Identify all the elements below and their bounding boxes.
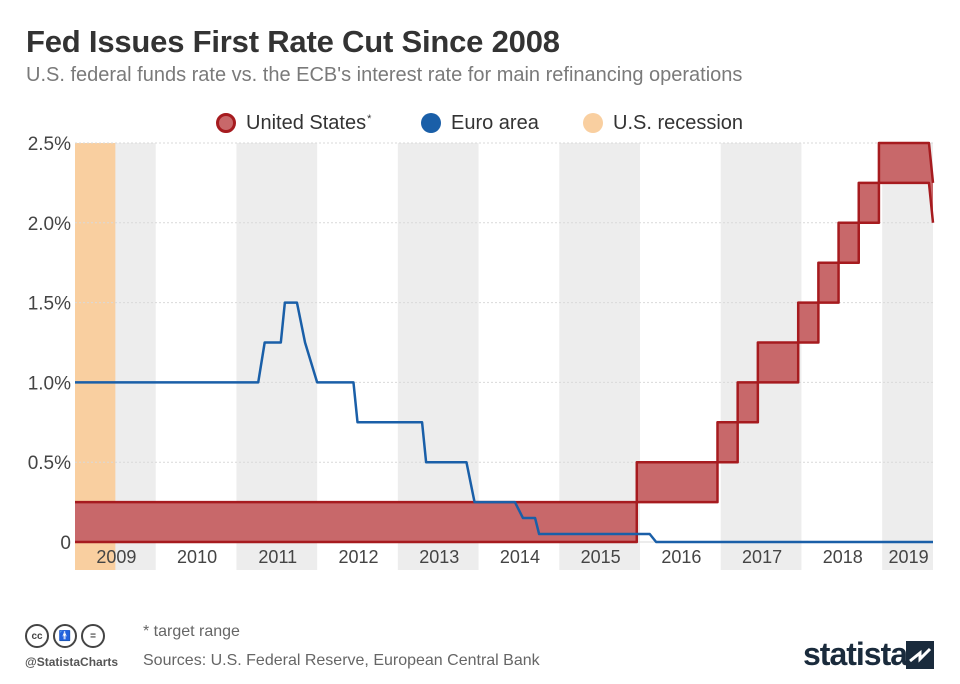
x-tick-label: 2009 <box>96 547 136 567</box>
euro-area-line <box>75 301 933 544</box>
x-tick-label: 2015 <box>581 547 621 567</box>
x-tick-label: 2019 <box>889 547 929 567</box>
legend: United States * Euro area U.S. recession <box>0 109 960 137</box>
statista-handle: @StatistaCharts <box>25 655 119 669</box>
legend-item-euro-area: Euro area <box>421 109 539 137</box>
legend-asterisk: * <box>367 113 372 125</box>
cc-icon: cc <box>25 624 49 648</box>
x-tick-label: 2012 <box>338 547 378 567</box>
legend-item-united-states: United States * <box>216 109 371 137</box>
x-tick-label: 2016 <box>661 547 701 567</box>
us-lower-line <box>75 181 935 544</box>
x-tick-label: 2014 <box>500 547 540 567</box>
x-tick-label: 2017 <box>742 547 782 567</box>
legend-label-united-states: United States <box>246 111 367 134</box>
recession-band <box>75 143 116 570</box>
statista-logo-text: statista <box>803 636 908 672</box>
chart-title: Fed Issues First Rate Cut Since 2008 <box>26 24 560 59</box>
chart-area: 0 0.5% 1.0% 1.5% 2.0% 2.5% 2009 2010 2011 2012 201… <box>28 134 935 570</box>
x-tick-label: 2018 <box>823 547 863 567</box>
footnote: * target range <box>143 623 240 640</box>
license-icons: cc 🚹 = <box>25 624 105 648</box>
year-band <box>559 143 641 570</box>
legend-item-recession: U.S. recession <box>583 109 743 137</box>
y-tick-label: 0 <box>60 533 71 554</box>
statista-logo-icon <box>906 641 934 669</box>
year-band <box>397 143 479 570</box>
year-band <box>882 143 933 570</box>
sources: Sources: U.S. Federal Reserve, European … <box>143 652 540 669</box>
legend-label-recession: U.S. recession <box>613 111 744 134</box>
x-tick-label: 2010 <box>177 547 217 567</box>
legend-swatch-recession <box>583 113 603 133</box>
y-tick-label: 1.0% <box>28 373 71 394</box>
legend-swatch-united-states <box>216 113 236 133</box>
y-tick-label: 2.0% <box>28 214 71 235</box>
y-tick-label: 0.5% <box>28 453 71 474</box>
legend-swatch-euro-area <box>421 113 441 133</box>
by-icon: 🚹 <box>53 624 77 648</box>
us-upper-line <box>75 141 935 504</box>
x-tick-label: 2011 <box>258 547 297 567</box>
nd-icon: = <box>81 624 105 648</box>
y-tick-label: 2.5% <box>28 134 71 155</box>
legend-label-euro-area: Euro area <box>451 111 539 134</box>
y-tick-label: 1.5% <box>28 294 71 315</box>
chart-subtitle: U.S. federal funds rate vs. the ECB's in… <box>26 64 743 86</box>
x-tick-label: 2013 <box>419 547 459 567</box>
year-band <box>236 143 318 570</box>
